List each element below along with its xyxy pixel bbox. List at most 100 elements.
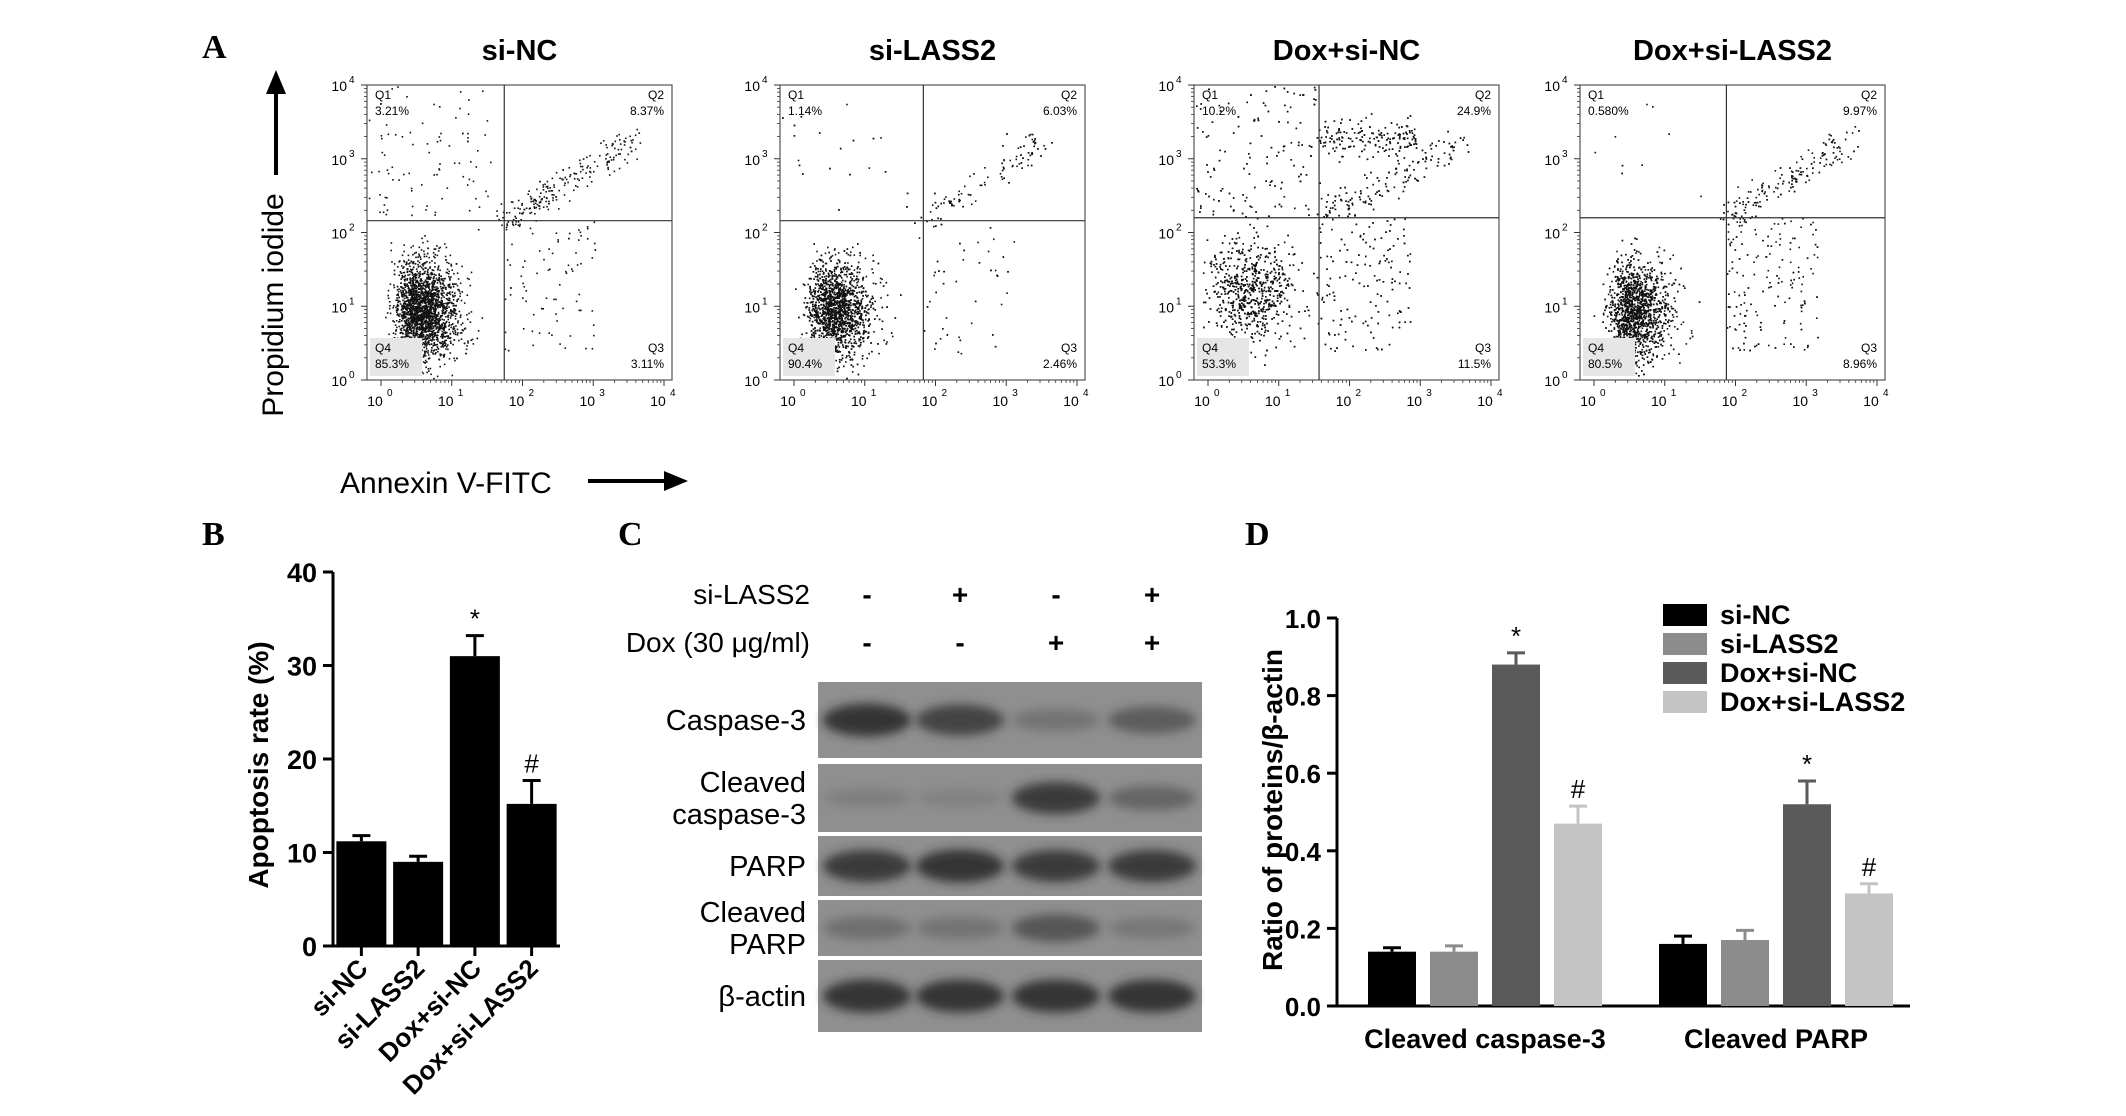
significance-mark: * — [1511, 621, 1521, 651]
protein-band — [916, 917, 1004, 939]
protein-band — [1012, 979, 1100, 1013]
y-tick-label: 40 — [287, 558, 317, 588]
quadrant-percent: 8.96% — [1843, 357, 1877, 371]
x-tick-label: 10 — [367, 393, 383, 409]
quadrant-percent: 80.5% — [1588, 357, 1622, 371]
y-tick-label: 10 — [1158, 226, 1174, 242]
quadrant-name: Q2 — [1475, 88, 1491, 102]
x-tick-exponent: 4 — [1883, 388, 1889, 399]
bar — [336, 841, 387, 946]
protein-band — [823, 979, 911, 1013]
quadrant-name: Q3 — [1861, 341, 1877, 355]
y-tick-label: 10 — [1544, 299, 1560, 315]
y-tick-exponent: 0 — [1562, 370, 1568, 381]
y-tick-label: 10 — [1544, 78, 1560, 94]
y-tick-label: 10 — [744, 373, 760, 389]
protein-band — [823, 788, 911, 808]
band-label: Cleaved — [700, 897, 806, 929]
x-tick-exponent: 2 — [1356, 388, 1362, 399]
y-tick-label: 0.4 — [1285, 837, 1322, 867]
protein-band — [1012, 914, 1100, 942]
bar — [1492, 664, 1540, 1006]
quadrant-name: Q4 — [788, 341, 804, 355]
y-tick-exponent: 2 — [1176, 223, 1182, 234]
quadrant-name: Q4 — [1588, 341, 1604, 355]
panel-a-x-axis-label: Annexin V-FITC — [340, 467, 552, 500]
y-tick-label: 0 — [302, 932, 317, 962]
band-label: β-actin — [718, 981, 806, 1013]
x-tick-label: 10 — [1792, 393, 1808, 409]
y-tick-exponent: 1 — [1562, 296, 1568, 307]
protein-band — [1108, 706, 1196, 734]
bar — [393, 861, 444, 946]
panel-letter-c: C — [618, 516, 643, 553]
quadrant-percent: 3.21% — [375, 104, 409, 118]
bar — [1721, 940, 1769, 1006]
treatment-sign: - — [955, 627, 964, 658]
treatment-sign: - — [862, 627, 871, 658]
legend-label: Dox+si-LASS2 — [1720, 687, 1905, 717]
y-tick-exponent: 0 — [762, 370, 768, 381]
significance-mark: # — [524, 749, 539, 779]
quadrant-percent: 0.580% — [1588, 104, 1629, 118]
x-tick-exponent: 1 — [1671, 388, 1677, 399]
bar — [506, 803, 557, 946]
quadrant-name: Q4 — [1202, 341, 1218, 355]
flow-plot-frame — [1193, 84, 1500, 381]
x-tick-label: 10 — [1863, 393, 1879, 409]
category-label: Cleaved caspase-3 — [1364, 1024, 1606, 1054]
x-tick-exponent: 1 — [458, 388, 464, 399]
panel-letter-a: A — [202, 29, 227, 66]
x-tick-exponent: 3 — [599, 388, 605, 399]
y-tick-label: 10 — [744, 226, 760, 242]
panel-d-ylabel: Ratio of proteins/β-actin — [1257, 649, 1288, 971]
significance-mark: # — [1862, 852, 1877, 882]
protein-band — [1108, 850, 1196, 882]
bar — [1554, 823, 1602, 1006]
quadrant-percent: 53.3% — [1202, 357, 1236, 371]
band-label: PARP — [729, 929, 806, 961]
x-tick-label: 10 — [1265, 393, 1281, 409]
quadrant-percent: 3.11% — [631, 357, 664, 371]
flow-plot-events — [1593, 103, 1860, 377]
band-label: PARP — [729, 851, 806, 883]
y-tick-label: 10 — [744, 299, 760, 315]
quadrant-name: Q1 — [1202, 88, 1218, 102]
treatment-sign: - — [1051, 579, 1060, 610]
flow-plot-4: Dox+si-LASS2 Q1 0.580% Q2 9.97% Q3 8.96% Q4 80.5… — [1544, 35, 1889, 409]
x-tick-exponent: 3 — [1812, 388, 1818, 399]
y-tick-label: 10 — [1158, 299, 1174, 315]
panel-letter-b: B — [202, 516, 225, 553]
bar — [1659, 943, 1707, 1006]
flow-plot-events — [368, 86, 642, 380]
y-tick-exponent: 0 — [349, 370, 355, 381]
quadrant-name: Q2 — [1061, 88, 1077, 102]
quadrant-percent: 24.9% — [1457, 104, 1491, 118]
y-tick-label: 0.8 — [1285, 682, 1321, 712]
quadrant-name: Q2 — [648, 88, 664, 102]
x-tick-label: 10 — [1063, 393, 1079, 409]
quadrant-percent: 9.97% — [1843, 104, 1877, 118]
flow-plot-title: Dox+si-LASS2 — [1633, 35, 1832, 67]
x-tick-label: 10 — [1406, 393, 1422, 409]
x-tick-exponent: 2 — [942, 388, 948, 399]
y-tick-label: 10 — [1158, 78, 1174, 94]
x-tick-exponent: 3 — [1012, 388, 1018, 399]
x-tick-label: 10 — [1651, 393, 1667, 409]
quadrant-percent: 2.46% — [1043, 357, 1077, 371]
panel-c-western-blot: si-LASS2 - + - + Dox (30 μg/ml) - - + + Caspase-3… — [626, 579, 1206, 1038]
x-tick-label: 10 — [1194, 393, 1210, 409]
y-tick-exponent: 4 — [1562, 75, 1568, 86]
treatment-label: si-LASS2 — [693, 579, 810, 610]
flow-plot-events — [782, 103, 1053, 380]
x-tick-label: 10 — [1722, 393, 1738, 409]
treatment-sign: + — [1048, 627, 1064, 658]
x-tick-exponent: 0 — [1600, 388, 1606, 399]
protein-band — [1012, 709, 1100, 731]
x-tick-exponent: 2 — [1742, 388, 1748, 399]
y-tick-exponent: 3 — [349, 149, 355, 160]
treatment-sign: - — [862, 579, 871, 610]
